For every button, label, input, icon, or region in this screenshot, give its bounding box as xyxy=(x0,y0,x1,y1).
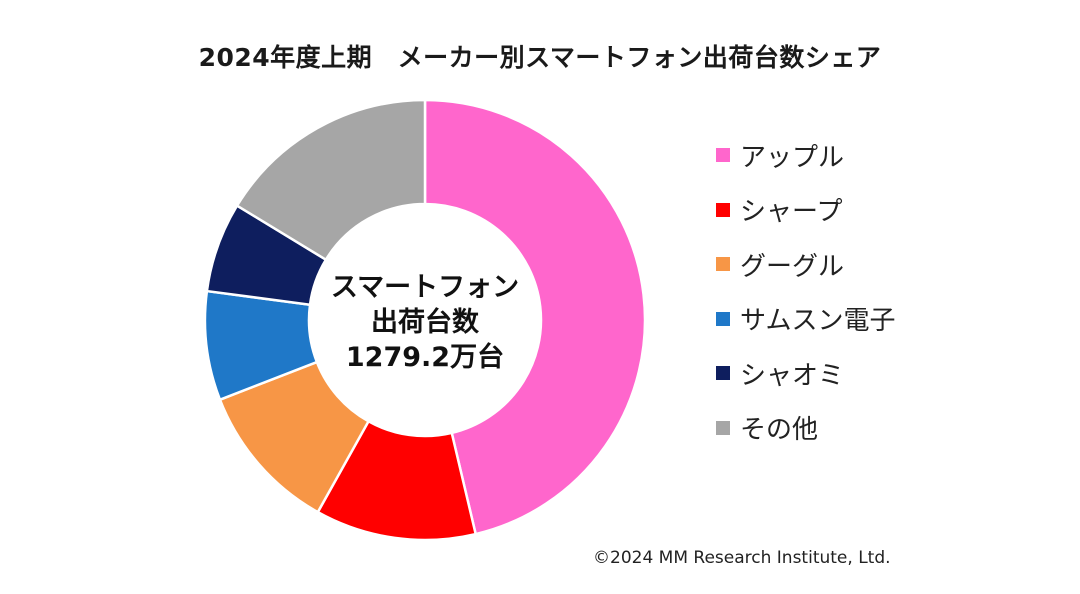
center-label-line-1: スマートフォン xyxy=(330,272,520,303)
legend-swatch xyxy=(716,366,730,381)
legend-swatch xyxy=(716,420,730,435)
legend-swatch xyxy=(716,148,730,163)
legend: アップル シャープ グーグル サムスン電子 シャオミ その他 xyxy=(716,128,895,455)
copyright-text: ©2024 MM Research Institute, Ltd. xyxy=(593,548,891,568)
legend-label: サムスン電子 xyxy=(740,306,896,337)
center-label-line-3: 1279.2万台 xyxy=(345,342,505,373)
center-label: スマートフォン 出荷台数 1279.2万台 xyxy=(305,270,545,375)
center-label-line-2: 出荷台数 xyxy=(371,307,479,338)
donut-slice-others xyxy=(235,98,427,262)
legend-label: シャオミ xyxy=(740,360,845,391)
legend-swatch xyxy=(716,202,730,217)
legend-swatch xyxy=(716,311,730,326)
legend-label: シャープ xyxy=(740,197,843,228)
chart-title: 2024年度上期 メーカー別スマートフォン出荷台数シェア xyxy=(198,43,882,72)
legend-label: グーグル xyxy=(740,251,845,282)
legend-label: アップル xyxy=(740,142,845,173)
donut-slice-apple xyxy=(423,98,647,536)
legend-label: その他 xyxy=(740,415,819,446)
legend-item-apple: アップル xyxy=(716,128,895,183)
legend-item-sharp: シャープ xyxy=(716,183,895,238)
legend-item-samsung: サムスン電子 xyxy=(716,292,895,347)
legend-swatch xyxy=(716,257,730,272)
legend-item-xiaomi: シャオミ xyxy=(716,346,895,401)
legend-item-others: その他 xyxy=(716,401,895,456)
legend-item-google: グーグル xyxy=(716,237,895,292)
